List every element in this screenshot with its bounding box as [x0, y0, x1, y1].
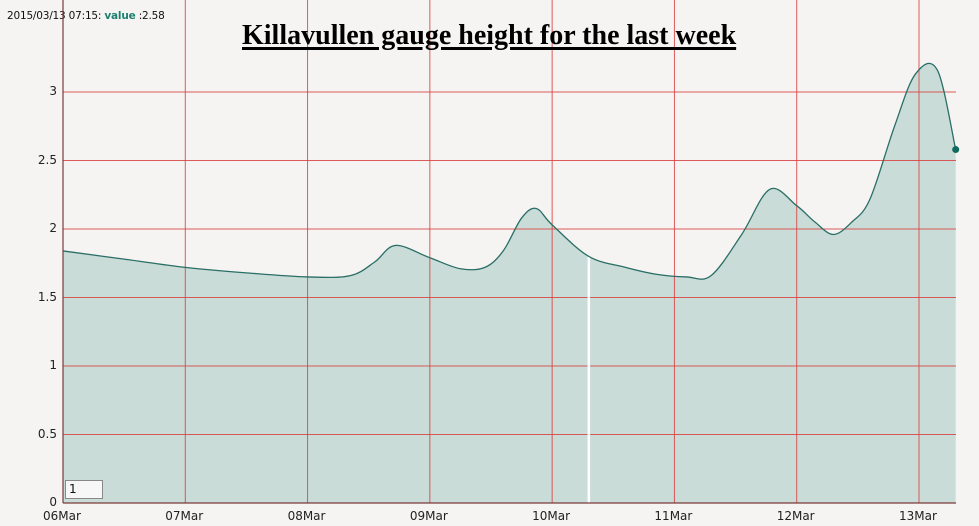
x-tick-label: 08Mar [287, 509, 326, 523]
y-tick-label: 0 [49, 495, 57, 509]
area-fill [63, 63, 956, 503]
x-tick-label: 09Mar [409, 509, 448, 523]
x-tick-label: 07Mar [165, 509, 204, 523]
value-readout: 2015/03/13 07:15: value :2.58 [7, 10, 165, 22]
cursor-point-marker[interactable] [952, 146, 960, 154]
x-tick-label: 11Mar [654, 509, 693, 523]
x-tick-label: 12Mar [776, 509, 815, 523]
zoom-level-input[interactable]: 1 [65, 480, 103, 499]
y-tick-label: 3 [49, 84, 57, 98]
y-tick-label: 1.5 [37, 289, 57, 304]
readout-value-label: value [104, 10, 136, 22]
data-line [62, 62, 957, 280]
x-tick-label: 13Mar [899, 509, 937, 523]
readout-value: :2.58 [138, 10, 165, 22]
y-tick-label: 1 [49, 358, 57, 372]
y-tick-label: 0.5 [37, 426, 57, 441]
readout-timestamp: 2015/03/13 07:15: [7, 10, 102, 22]
x-tick-label: 10Mar [532, 509, 571, 523]
x-tick-label: 06Mar [43, 509, 81, 523]
y-tick-label: 2 [49, 221, 57, 235]
y-tick-label: 2.5 [37, 152, 57, 167]
chart-title: Killavullen gauge height for the last we… [242, 20, 737, 51]
